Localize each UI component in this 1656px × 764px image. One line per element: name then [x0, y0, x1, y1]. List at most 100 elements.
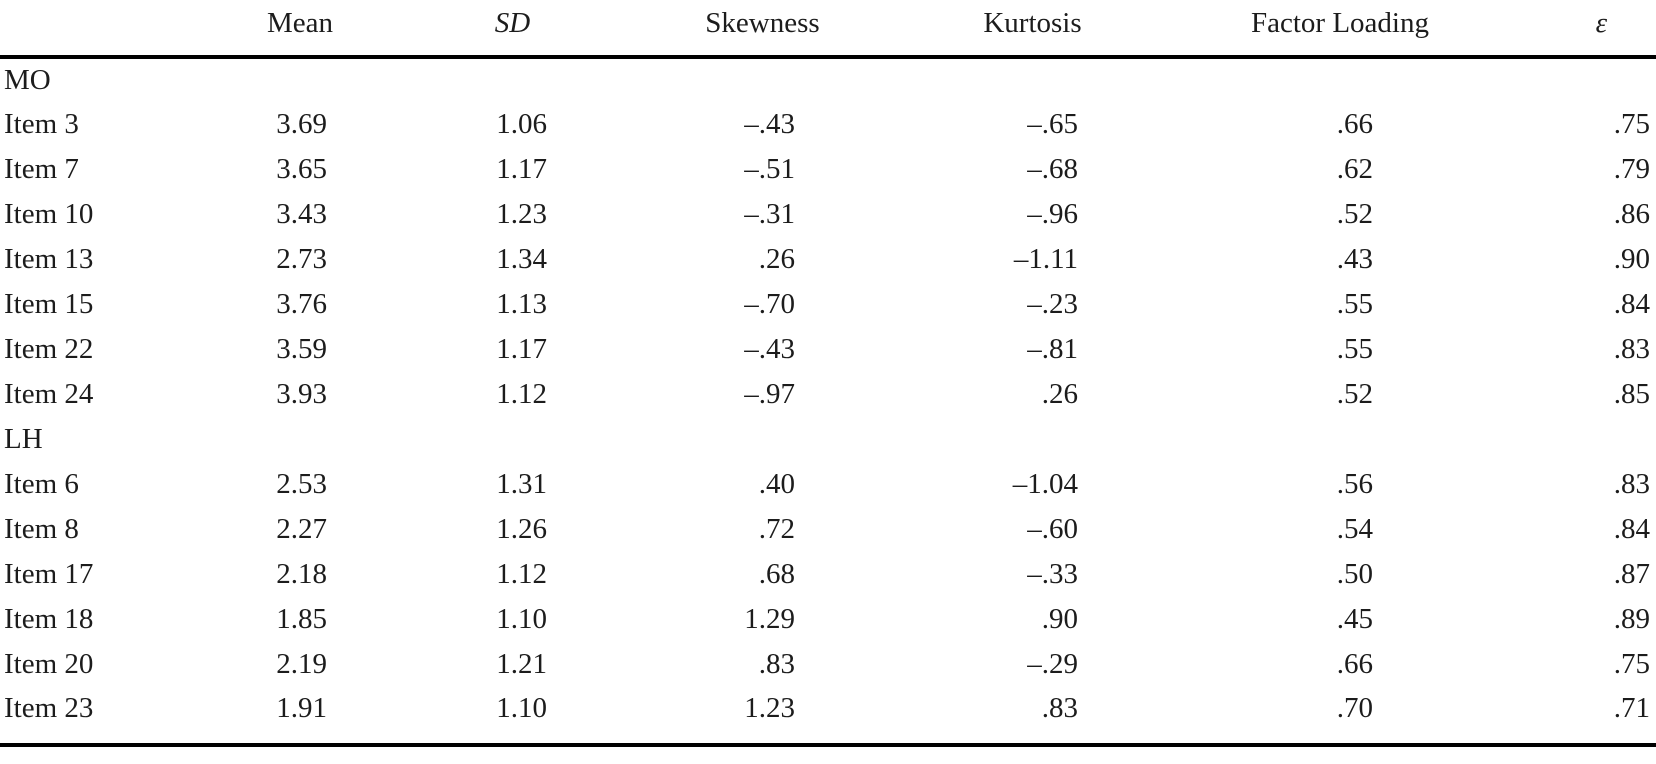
value-cell: 1.85 — [276, 603, 327, 635]
value-cell: .62 — [1336, 153, 1373, 185]
empty-cell — [350, 417, 675, 462]
table-row: Item 10 3.43 1.23 –.31 –.96 .52 .86 — [0, 192, 1656, 237]
row-label: Item 6 — [4, 468, 79, 500]
value-cell: 3.69 — [276, 108, 327, 140]
value-cell: .26 — [758, 243, 795, 275]
value-cell: –.65 — [1027, 108, 1078, 140]
value-cell: .52 — [1336, 378, 1373, 410]
value-cell: 1.29 — [744, 603, 795, 635]
row-label: Item 10 — [4, 198, 94, 230]
empty-cell — [850, 57, 1215, 102]
value-cell: 1.26 — [496, 513, 547, 545]
value-cell: 1.23 — [675, 687, 850, 747]
empty-cell — [850, 417, 1215, 462]
value-cell: .45 — [1336, 603, 1373, 635]
column-header-mean: Mean — [250, 0, 350, 59]
value-cell: 3.43 — [276, 198, 327, 230]
row-label: Item 15 — [4, 288, 94, 320]
value-cell: –.29 — [1027, 648, 1078, 680]
row-label: Item 20 — [4, 648, 94, 680]
value-cell: 1.10 — [496, 603, 547, 635]
value-cell: .75 — [1613, 108, 1650, 140]
section-row: LH — [0, 417, 1656, 462]
value-cell: 1.13 — [496, 288, 547, 320]
value-cell: .55 — [1336, 288, 1373, 320]
value-cell: 1.12 — [496, 558, 547, 590]
value-cell: –.60 — [1027, 513, 1078, 545]
value-cell: .87 — [1613, 558, 1650, 590]
descriptive-statistics-table: Mean SD Skewness Kurtosis Factor Loading… — [0, 0, 1656, 747]
table-row: Item 18 1.85 1.10 1.29 .90 .45 .89 — [0, 597, 1656, 642]
value-cell: .75 — [1613, 648, 1650, 680]
column-header-factor-loading: Factor Loading — [1215, 0, 1465, 59]
value-cell: .83 — [758, 648, 795, 680]
column-header-blank — [0, 0, 250, 59]
value-cell: .83 — [1613, 468, 1650, 500]
value-cell: –.31 — [744, 198, 795, 230]
table-row: Item 20 2.19 1.21 .83 –.29 .66 .75 — [0, 642, 1656, 687]
row-label: Item 23 — [0, 687, 250, 747]
value-cell: .66 — [1336, 108, 1373, 140]
value-cell: –1.11 — [1013, 243, 1078, 275]
value-cell: 1.23 — [496, 198, 547, 230]
value-cell: .43 — [1336, 243, 1373, 275]
empty-cell — [675, 57, 850, 102]
value-cell: .72 — [758, 513, 795, 545]
column-header-kurtosis: Kurtosis — [850, 0, 1215, 59]
value-cell: .54 — [1336, 513, 1373, 545]
value-cell: 1.10 — [350, 687, 675, 747]
value-cell: 3.93 — [276, 378, 327, 410]
value-cell: .84 — [1613, 513, 1650, 545]
value-cell: –.43 — [744, 333, 795, 365]
value-cell: 1.17 — [496, 333, 547, 365]
table-row: Item 13 2.73 1.34 .26 –1.11 .43 .90 — [0, 237, 1656, 282]
value-cell: –.70 — [744, 288, 795, 320]
value-cell: .89 — [1613, 603, 1650, 635]
value-cell: –.97 — [744, 378, 795, 410]
table-row: Item 24 3.93 1.12 –.97 .26 .52 .85 — [0, 372, 1656, 417]
header-row: Mean SD Skewness Kurtosis Factor Loading… — [0, 0, 1656, 59]
section-label: MO — [4, 64, 51, 96]
value-cell: .84 — [1613, 288, 1650, 320]
value-cell: .26 — [1041, 378, 1078, 410]
table-row: Item 8 2.27 1.26 .72 –.60 .54 .84 — [0, 507, 1656, 552]
table-row: Item 3 3.69 1.06 –.43 –.65 .66 .75 — [0, 102, 1656, 147]
column-header-sd: SD — [350, 0, 675, 59]
value-cell: .86 — [1613, 198, 1650, 230]
empty-cell — [1215, 417, 1465, 462]
value-cell: 2.27 — [276, 513, 327, 545]
value-cell: 3.76 — [276, 288, 327, 320]
column-header-epsilon: ε — [1465, 0, 1656, 59]
value-cell: 1.91 — [250, 687, 350, 747]
value-cell: .83 — [1613, 333, 1650, 365]
value-cell: .68 — [758, 558, 795, 590]
value-cell: –.23 — [1027, 288, 1078, 320]
value-cell: 3.65 — [276, 153, 327, 185]
empty-cell — [1465, 57, 1656, 102]
section-row: MO — [0, 57, 1656, 102]
empty-cell — [1215, 57, 1465, 102]
value-cell: .66 — [1336, 648, 1373, 680]
value-cell: 3.59 — [276, 333, 327, 365]
value-cell: 2.18 — [276, 558, 327, 590]
value-cell: –.51 — [744, 153, 795, 185]
value-cell: .50 — [1336, 558, 1373, 590]
value-cell: –.33 — [1027, 558, 1078, 590]
value-cell: –.43 — [744, 108, 795, 140]
value-cell: 2.19 — [276, 648, 327, 680]
row-label: Item 3 — [4, 108, 79, 140]
value-cell: .55 — [1336, 333, 1373, 365]
table-row: Item 7 3.65 1.17 –.51 –.68 .62 .79 — [0, 147, 1656, 192]
section-label: LH — [4, 423, 43, 455]
value-cell: .79 — [1613, 153, 1650, 185]
empty-cell — [350, 57, 675, 102]
empty-cell — [1465, 417, 1656, 462]
value-cell: 2.53 — [276, 468, 327, 500]
value-cell: 2.73 — [276, 243, 327, 275]
value-cell: 1.12 — [496, 378, 547, 410]
empty-cell — [250, 417, 350, 462]
value-cell: .70 — [1215, 687, 1465, 747]
row-label: Item 13 — [4, 243, 94, 275]
value-cell: .83 — [850, 687, 1215, 747]
row-label: Item 8 — [4, 513, 79, 545]
